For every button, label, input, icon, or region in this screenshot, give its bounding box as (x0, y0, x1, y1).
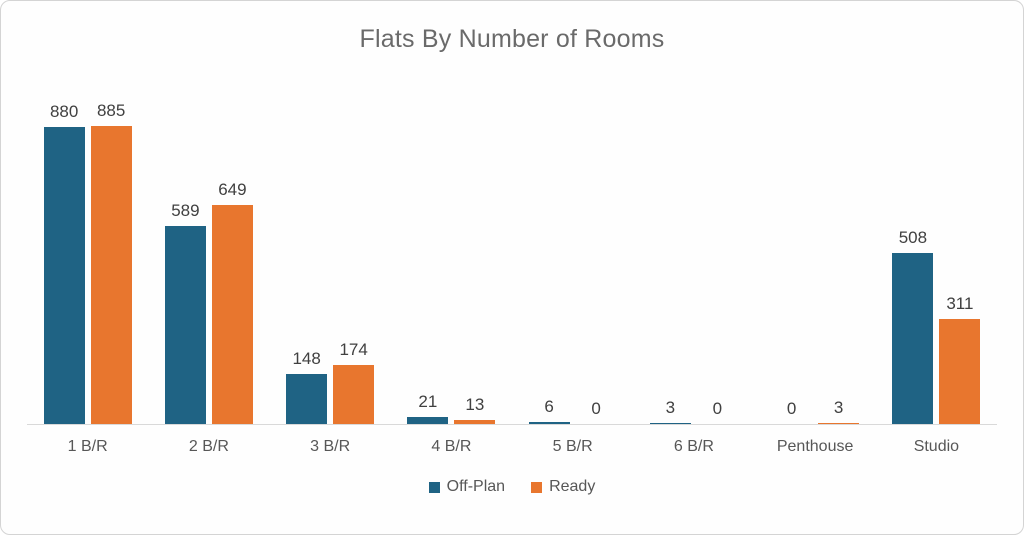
value-label: 3 (665, 398, 676, 417)
legend-swatch-icon (531, 481, 543, 493)
bar-ready[interactable] (939, 319, 981, 424)
bar-slot: 0 (576, 57, 617, 424)
x-axis-label-penthouse: Penthouse (776, 438, 854, 455)
bar-group-studio: 508 311 (876, 57, 997, 424)
bar-off-plan[interactable] (407, 417, 449, 424)
value-label: 649 (218, 180, 247, 199)
bar-ready[interactable] (454, 420, 496, 424)
value-label: 880 (49, 102, 79, 121)
bar-off-plan[interactable] (164, 226, 206, 424)
bar-group-2-b-r: 589 649 (148, 57, 269, 424)
bar-group-1-b-r: 880 885 (27, 57, 148, 424)
bar-slot: 0 (697, 57, 738, 424)
x-axis-label-3-b-r: 3 B/R (310, 438, 351, 455)
bar-slot: 3 (649, 57, 691, 424)
bar-slot: 3 (818, 57, 860, 424)
bar-off-plan[interactable] (649, 423, 691, 424)
x-axis-label-1-b-r: 1 B/R (67, 438, 108, 455)
x-axis-label-4-b-r: 4 B/R (431, 438, 472, 455)
bar-slot: 148 (286, 57, 328, 424)
bar-ready[interactable] (818, 423, 860, 424)
bar-slot: 6 (528, 57, 570, 424)
value-label: 0 (591, 399, 601, 418)
legend-item-off-plan[interactable]: Off-Plan (428, 478, 506, 496)
value-label: 174 (339, 340, 368, 359)
x-axis-label-5-b-r: 5 B/R (552, 438, 593, 455)
bar-ready[interactable] (333, 365, 375, 424)
value-label: 0 (712, 399, 723, 418)
bar-off-plan[interactable] (892, 253, 934, 424)
bar-slot: 311 (939, 57, 981, 424)
bar-slot: 13 (454, 57, 496, 424)
legend-item-ready[interactable]: Ready (531, 478, 595, 496)
value-label: 21 (418, 392, 438, 411)
x-axis-label-studio: Studio (913, 438, 960, 455)
bar-slot: 885 (90, 57, 132, 424)
legend-label: Ready (549, 478, 596, 495)
bar-slot: 508 (892, 57, 934, 424)
bar-off-plan[interactable] (286, 374, 328, 424)
bar-slot: 0 (771, 57, 812, 424)
bar-group-4-b-r: 21 13 (391, 57, 512, 424)
x-axis-labels: 1 B/R 2 B/R 3 B/R 4 B/R 5 B/R 6 B/R Penthouse S… (27, 425, 997, 456)
value-label: 0 (786, 399, 797, 418)
chart-title: Flats By Number of Rooms (359, 25, 665, 53)
value-label: 13 (465, 395, 485, 414)
bar-slot: 649 (211, 57, 253, 424)
value-label: 311 (946, 294, 974, 313)
bar-ready[interactable] (90, 126, 132, 424)
bar-slot: 21 (407, 57, 449, 424)
x-axis-label-2-b-r: 2 B/R (188, 438, 229, 455)
bar-off-plan[interactable] (43, 127, 85, 424)
bar-slot: 174 (333, 57, 375, 424)
value-label: 6 (544, 397, 554, 416)
value-label: 885 (96, 101, 126, 120)
bar-slot: 880 (43, 57, 85, 424)
bar-ready[interactable] (211, 205, 253, 424)
bar-group-3-b-r: 148 174 (270, 57, 391, 424)
value-label: 508 (898, 228, 928, 247)
legend-swatch-icon (428, 481, 440, 493)
value-label: 3 (833, 398, 844, 417)
value-label: 589 (171, 201, 200, 220)
plot-area: 880 885 589 649 148 174 21 13 6 0 3 0 0 3 508 311 (27, 57, 997, 425)
value-label: 148 (292, 349, 321, 368)
legend-label: Off-Plan (446, 478, 506, 495)
bar-slot: 589 (164, 57, 206, 424)
legend: Off-Plan Ready (1, 478, 1023, 496)
bar-off-plan[interactable] (528, 422, 570, 424)
x-axis-label-6-b-r: 6 B/R (673, 438, 714, 455)
